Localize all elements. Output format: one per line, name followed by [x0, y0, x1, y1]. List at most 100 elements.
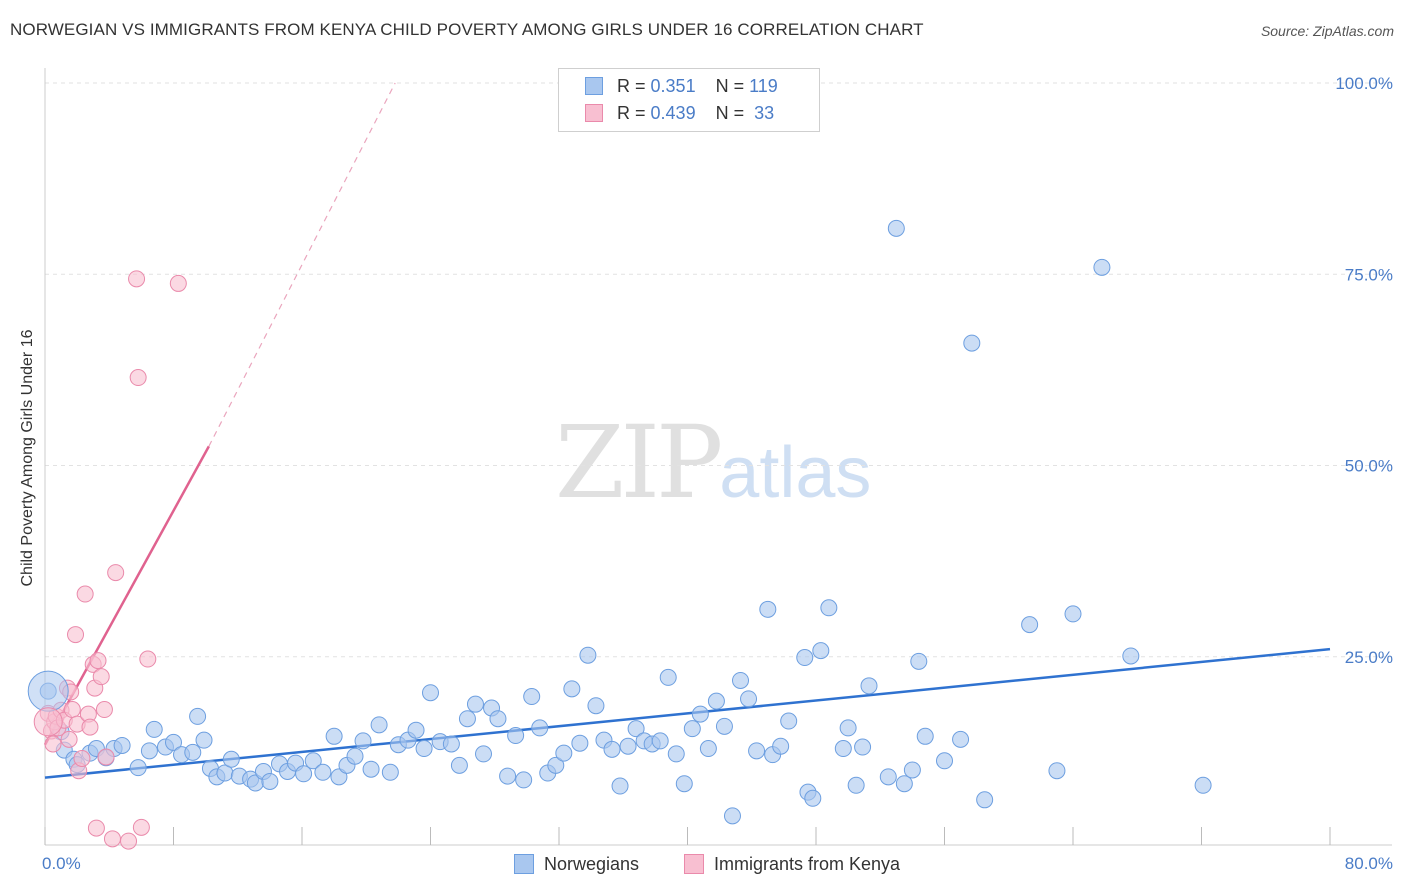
norwegian-point — [571, 734, 589, 752]
kenya-point — [60, 730, 78, 748]
norwegian-point — [683, 720, 701, 738]
bottom-legend-swatch-kenya — [684, 854, 704, 874]
norwegian-point — [499, 767, 517, 785]
norwegian-point — [1122, 647, 1140, 665]
legend-r-label: R = — [617, 76, 646, 96]
kenya-point — [132, 818, 150, 836]
kenya-point — [97, 748, 115, 766]
norwegian-point — [903, 761, 921, 779]
bottom-legend-label-norwegians: Norwegians — [544, 854, 640, 874]
legend-r-value: 0.439 — [650, 103, 696, 123]
norwegian-point — [304, 752, 322, 770]
norwegian-point — [261, 772, 279, 790]
norwegian-point — [1021, 616, 1039, 634]
norwegian-point — [740, 690, 758, 708]
norwegian-point — [854, 738, 872, 756]
y-tick-label: 75.0% — [1345, 265, 1393, 284]
norwegian-point — [222, 750, 240, 768]
norwegian-point — [963, 334, 981, 352]
norwegian-point — [113, 736, 131, 754]
bottom-legend-label-kenya: Immigrants from Kenya — [714, 854, 901, 874]
kenya-point — [128, 270, 146, 288]
norwegian-point — [748, 742, 766, 760]
chart-title: NORWEGIAN VS IMMIGRANTS FROM KENYA CHILD… — [10, 20, 924, 39]
norwegian-point — [619, 737, 637, 755]
kenya-point — [73, 749, 91, 767]
legend-swatch-kenya — [585, 104, 603, 122]
norwegian-point — [579, 646, 597, 664]
trend-lines — [43, 82, 1331, 779]
x-tick-label: 80.0% — [1345, 854, 1393, 873]
norwegian-point — [129, 759, 147, 777]
y-tick-label: 100.0% — [1335, 74, 1393, 93]
norwegian-point — [415, 740, 433, 758]
norwegian-point — [847, 776, 865, 794]
norwegian-point — [952, 730, 970, 748]
source-label: Source: ZipAtlas.com — [1260, 23, 1394, 39]
kenya-point — [87, 819, 105, 837]
legend-n-value: 119 — [749, 76, 778, 96]
norwegian-point — [820, 599, 838, 617]
norwegian-point — [860, 677, 878, 695]
norwegian-point — [603, 740, 621, 758]
kenya-point — [139, 650, 157, 668]
legend-swatch-norwegians — [585, 77, 603, 95]
norwegian-point — [1048, 762, 1066, 780]
norwegian-point — [407, 721, 425, 739]
norwegian-point — [691, 705, 709, 723]
legend-r-value: 0.351 — [650, 76, 696, 96]
norwegian-point — [587, 697, 605, 715]
legend-n-label: N = — [715, 76, 745, 96]
norwegian-point — [895, 775, 913, 793]
norwegian-point — [314, 763, 332, 781]
norwegian-point — [976, 791, 994, 809]
norwegian-point — [707, 692, 725, 710]
norwegian-point — [145, 720, 163, 738]
watermark-zip: ZIP — [555, 404, 723, 521]
kenya-point — [44, 735, 62, 753]
norwegian-point — [834, 740, 852, 758]
norwegian-point — [563, 680, 581, 698]
norwegian-trend-line — [44, 647, 1331, 779]
norwegian-point — [879, 768, 897, 786]
norwegian-point — [780, 712, 798, 730]
norwegian-point — [772, 737, 790, 755]
norwegian-point — [651, 732, 669, 750]
norwegian-point — [370, 716, 388, 734]
data-points — [27, 219, 1212, 850]
norwegian-point — [458, 710, 476, 728]
norwegian-point — [916, 727, 934, 745]
kenya-point — [169, 274, 187, 292]
y-tick-label: 50.0% — [1345, 457, 1393, 476]
y-tick-label: 25.0% — [1345, 648, 1393, 667]
norwegian-point — [732, 671, 750, 689]
norwegian-point — [325, 727, 343, 745]
norwegian-point — [699, 740, 717, 758]
norwegian-point — [839, 719, 857, 737]
norwegian-point — [523, 688, 541, 706]
norwegian-point — [675, 775, 693, 793]
kenya-point — [103, 830, 121, 848]
norwegian-point — [659, 668, 677, 686]
kenya-point — [95, 701, 113, 719]
watermark-atlas: atlas — [719, 433, 872, 513]
norwegian-point — [489, 710, 507, 728]
norwegian-point — [184, 743, 202, 761]
norwegian-point — [715, 717, 733, 735]
norwegian-cluster-point — [27, 670, 69, 712]
watermark: ZIPatlas — [555, 404, 871, 521]
norwegian-point — [531, 719, 549, 737]
norwegian-point — [723, 807, 741, 825]
norwegian-point — [804, 789, 822, 807]
norwegian-point — [442, 735, 460, 753]
norwegian-point — [547, 756, 565, 774]
norwegian-point — [189, 707, 207, 725]
norwegian-point — [450, 756, 468, 774]
norwegian-point — [165, 733, 182, 751]
legend-n-value: 33 — [749, 103, 775, 123]
grid-lines — [45, 82, 1392, 658]
norwegian-point — [555, 744, 573, 762]
norwegian-point — [1064, 605, 1082, 623]
norwegian-point — [362, 760, 380, 778]
